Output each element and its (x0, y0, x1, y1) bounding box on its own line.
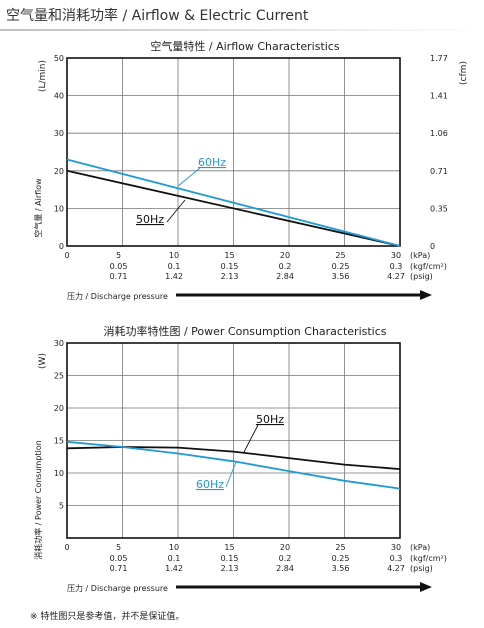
series-label-leader-50hz (166, 199, 186, 223)
y-axis-label: 消耗功率 / Power Consumption (33, 440, 43, 560)
x-tick-label: 15 (224, 251, 234, 260)
x-tick-label: 10 (169, 543, 179, 552)
page-title: 空气量和消耗功率 / Airflow & Electric Current (6, 7, 309, 24)
x-tick-label-kgf: 0.1 (168, 262, 181, 271)
x-tick-label-kgf: 0.25 (332, 554, 350, 563)
x-unit-kgf: (kgf/cm²) (410, 554, 447, 563)
x-tick-label-psig: 2.13 (221, 272, 239, 281)
x-unit-kpa: (kPa) (410, 543, 430, 552)
y-tick-label: 10 (54, 469, 64, 478)
x-unit-psig: (psig) (410, 272, 433, 281)
x-tick-label: 0 (64, 251, 69, 260)
footnote: ※ 特性图只是参考值，并不是保证值。 (30, 610, 184, 622)
x-tick-label-kgf: 0.1 (168, 554, 181, 563)
series-label-60hz: 60Hz (196, 478, 224, 491)
x-tick-label-psig: 2.84 (276, 272, 294, 281)
x-tick-label-kgf: 0.05 (110, 262, 128, 271)
x-tick-label: 25 (335, 251, 345, 260)
x-tick-label: 10 (169, 251, 179, 260)
x-axis-label: 压力 / Discharge pressure (67, 291, 168, 301)
y-tick-label: 30 (54, 129, 64, 138)
y-tick-label: 40 (54, 92, 64, 101)
x-axis-arrow (176, 582, 432, 592)
x-tick-label: 5 (116, 543, 121, 552)
y-tick-label: 0 (59, 242, 64, 251)
x-tick-label-kgf: 0.15 (221, 262, 239, 271)
y-tick-label: 20 (54, 404, 64, 413)
plot-frame (66, 342, 401, 539)
x-tick-label-kgf: 0.3 (390, 554, 403, 563)
x-tick-label-psig: 0.71 (110, 564, 128, 573)
x-tick-label-psig: 1.42 (165, 564, 183, 573)
y-tick-label-right: 1.41 (430, 92, 448, 101)
series-label-50hz: 50Hz (256, 413, 284, 426)
x-tick-label-psig: 3.56 (332, 272, 350, 281)
series-line-60hz (66, 158, 401, 247)
series-label-leader-60hz (225, 461, 237, 488)
y-axis-label: 空气量 / Airflow (33, 178, 43, 238)
x-tick-label-psig: 2.13 (221, 564, 239, 573)
y-tick-label: 30 (54, 339, 64, 348)
x-tick-label: 5 (116, 251, 121, 260)
y-tick-label: 10 (54, 204, 64, 213)
x-tick-label-kgf: 0.15 (221, 554, 239, 563)
x-tick-label: 25 (335, 543, 345, 552)
x-tick-label-psig: 0.71 (110, 272, 128, 281)
chart-title: 空气量特性 / Airflow Characteristics (150, 39, 339, 53)
plot-frame (66, 57, 401, 247)
x-tick-label: 0 (64, 543, 69, 552)
x-tick-label-kgf: 0.2 (279, 554, 292, 563)
series-line-60hz (66, 440, 401, 490)
x-tick-label-psig: 4.27 (387, 272, 405, 281)
x-tick-label-psig: 3.56 (332, 564, 350, 573)
x-tick-label: 30 (391, 543, 401, 552)
x-tick-label: 20 (280, 251, 290, 260)
x-axis-label: 压力 / Discharge pressure (67, 583, 168, 593)
series-label-50hz: 50Hz (136, 213, 164, 226)
x-axis-arrow (176, 290, 432, 300)
y-axis-unit-right: (cfm) (459, 61, 469, 85)
series-label-leader-60hz (177, 167, 201, 187)
series-line-50hz (66, 169, 401, 247)
y-tick-label: 25 (54, 372, 64, 381)
x-tick-label: 30 (391, 251, 401, 260)
series-label-60hz: 60Hz (198, 156, 226, 169)
y-tick-label-right: 0.71 (430, 167, 448, 176)
y-tick-label: 50 (54, 54, 64, 63)
y-tick-label-right: 1.06 (430, 129, 448, 138)
x-unit-psig: (psig) (410, 564, 433, 573)
y-tick-label-right: 0.35 (430, 204, 448, 213)
chart-title: 消耗功率特性图 / Power Consumption Characterist… (103, 324, 386, 338)
x-tick-label-kgf: 0.2 (279, 262, 292, 271)
x-unit-kgf: (kgf/cm²) (410, 262, 447, 271)
title-underline (0, 29, 484, 31)
x-tick-label-psig: 4.27 (387, 564, 405, 573)
y-axis-unit: (W) (38, 353, 48, 369)
x-tick-label-psig: 2.84 (276, 564, 294, 573)
x-tick-label: 15 (224, 543, 234, 552)
x-tick-label: 20 (280, 543, 290, 552)
series-label-leader-50hz (243, 424, 259, 453)
x-tick-label-psig: 1.42 (165, 272, 183, 281)
y-tick-label-right: 1.77 (430, 54, 448, 63)
x-unit-kpa: (kPa) (410, 251, 430, 260)
y-tick-label: 15 (54, 437, 64, 446)
x-tick-label-kgf: 0.3 (390, 262, 403, 271)
y-axis-unit: (L/min) (38, 60, 48, 92)
y-tick-label: 5 (59, 502, 64, 511)
x-tick-label-kgf: 0.05 (110, 554, 128, 563)
y-tick-label-right: 0 (430, 242, 435, 251)
y-tick-label: 20 (54, 167, 64, 176)
x-tick-label-kgf: 0.25 (332, 262, 350, 271)
